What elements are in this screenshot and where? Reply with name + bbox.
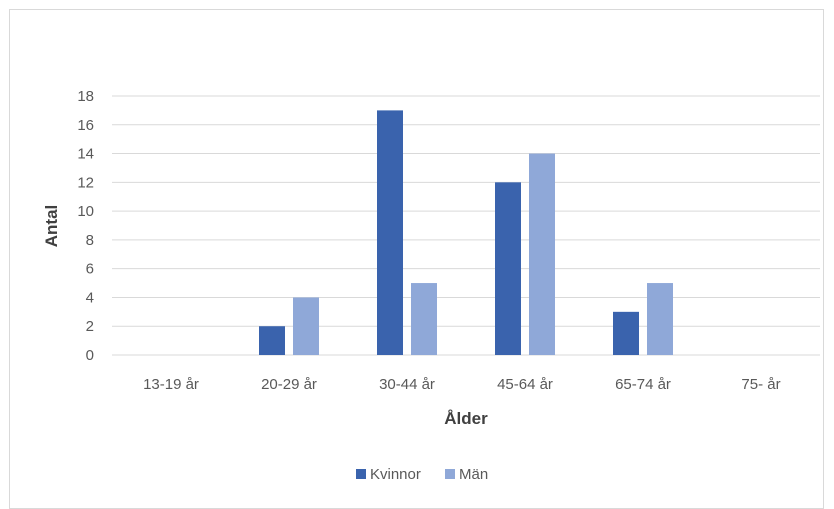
bar-kvinnor (613, 311, 639, 355)
x-tick-label: 30-44 år (379, 376, 435, 393)
bar-män (529, 153, 555, 355)
x-axis-ticks: 13-19 år 20-29 år 30-44 år 45-64 år 65-74 år… (143, 376, 781, 393)
x-tick-label: 75- år (741, 376, 780, 393)
gridlines (112, 95, 820, 356)
bar-män (647, 283, 673, 355)
x-tick-label: 13-19 år (143, 376, 199, 393)
legend-swatch-kvinnor (356, 469, 366, 479)
bar-män (411, 283, 437, 355)
legend: Kvinnor Män (356, 466, 488, 483)
x-axis-title: Ålder (444, 409, 488, 428)
y-tick-label: 2 (86, 318, 94, 335)
y-tick-label: 8 (86, 232, 94, 249)
bar-kvinnor (495, 182, 521, 355)
bars (259, 110, 673, 355)
y-tick-label: 4 (86, 289, 94, 306)
x-tick-label: 20-29 år (261, 376, 317, 393)
y-tick-label: 0 (86, 347, 94, 364)
legend-swatch-män (445, 469, 455, 479)
legend-label: Män (459, 466, 488, 483)
bar-män (293, 297, 319, 355)
y-tick-label: 12 (77, 174, 94, 191)
legend-label: Kvinnor (370, 466, 421, 483)
x-tick-label: 65-74 år (615, 376, 671, 393)
y-tick-label: 16 (77, 117, 94, 134)
y-tick-label: 18 (77, 88, 94, 105)
y-tick-label: 10 (77, 203, 94, 220)
y-tick-label: 14 (77, 146, 94, 163)
y-axis-title: Antal (42, 205, 61, 248)
y-axis-ticks: 0 2 4 6 8 10 12 14 16 18 (77, 88, 94, 364)
x-tick-label: 45-64 år (497, 376, 553, 393)
chart-area (9, 9, 824, 509)
y-tick-label: 6 (86, 261, 94, 278)
bar-kvinnor (259, 326, 285, 355)
bar-kvinnor (377, 110, 403, 355)
